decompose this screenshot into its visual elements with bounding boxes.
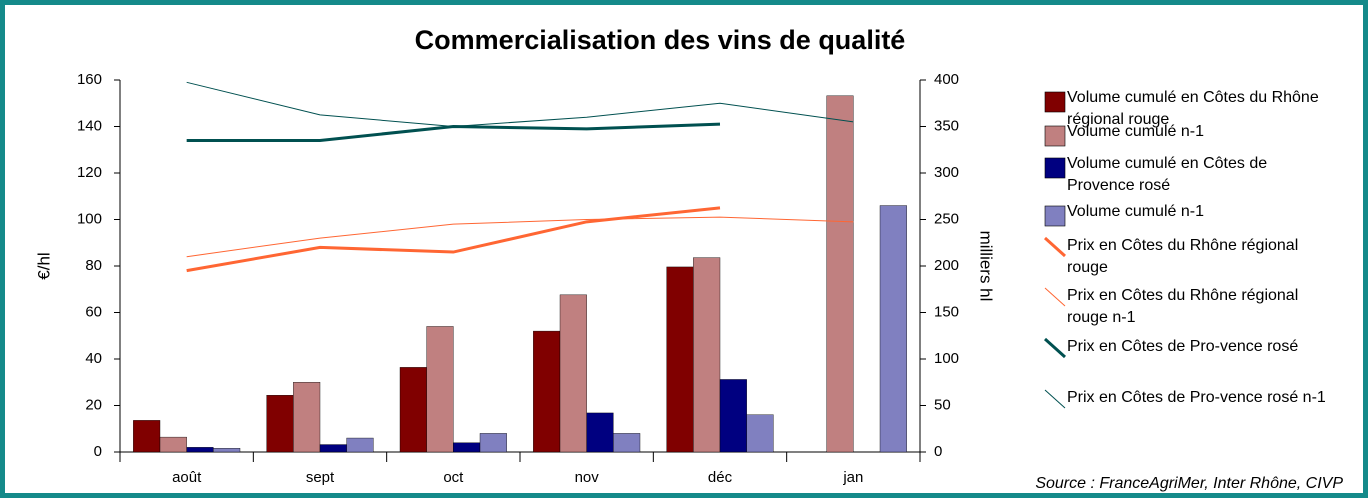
bar bbox=[293, 382, 321, 453]
legend-swatch bbox=[1044, 287, 1066, 307]
y2-tick-label: 200 bbox=[934, 257, 959, 274]
y2-tick-label: 300 bbox=[934, 164, 959, 181]
y2-tick-label: 150 bbox=[934, 303, 959, 320]
bar bbox=[746, 414, 774, 453]
y-tick-label: 0 bbox=[94, 443, 102, 460]
y2-tick-label: 350 bbox=[934, 117, 959, 134]
y-tick-label: 20 bbox=[85, 396, 102, 413]
y-tick-label: 140 bbox=[77, 117, 102, 134]
legend-swatch bbox=[1044, 205, 1066, 227]
y2-tick-label: 250 bbox=[934, 210, 959, 227]
bar bbox=[559, 294, 587, 453]
chart-title: Commercialisation des vins de qualité bbox=[415, 25, 906, 55]
x-tick-label: sept bbox=[306, 469, 335, 486]
y-tick-label: 60 bbox=[85, 303, 102, 320]
legend-entry: Volume cumulé en Côtes de Provence rosé bbox=[1067, 155, 1268, 194]
y-tick-label: 40 bbox=[85, 350, 102, 367]
y2-tick-label: 100 bbox=[934, 350, 959, 367]
legend-entry: Prix en Côtes de Pro-vence rosé bbox=[1067, 338, 1299, 355]
bar bbox=[186, 447, 214, 453]
bar bbox=[533, 330, 561, 453]
bar bbox=[319, 444, 347, 453]
legend-swatch bbox=[1043, 337, 1067, 359]
y-tick-label: 100 bbox=[77, 210, 102, 227]
y-tick-label: 120 bbox=[77, 164, 102, 181]
legend-entry: Volume cumulé n-1 bbox=[1067, 123, 1204, 140]
legend-swatch bbox=[1043, 236, 1067, 258]
bar bbox=[586, 412, 614, 453]
bar bbox=[266, 395, 294, 453]
x-tick-label: nov bbox=[575, 469, 600, 486]
legend-swatch bbox=[1044, 125, 1066, 147]
legend-swatch bbox=[1044, 389, 1066, 409]
legend-entry: Prix en Côtes du Rhône régional rouge n-… bbox=[1067, 287, 1299, 326]
source: Source : FranceAgriMer, Inter Rhône, CIV… bbox=[1035, 475, 1343, 492]
legend-swatch bbox=[1044, 91, 1066, 113]
bar bbox=[826, 95, 854, 453]
bar bbox=[879, 205, 907, 453]
legend-entry: Prix en Côtes de Pro-vence rosé n-1 bbox=[1067, 389, 1326, 406]
bar bbox=[213, 448, 241, 453]
x-tick-label: oct bbox=[443, 469, 464, 486]
y-tick-label: 160 bbox=[77, 71, 102, 88]
bar bbox=[666, 266, 694, 453]
line bbox=[186, 216, 854, 258]
x-tick-label: déc bbox=[708, 469, 733, 486]
legend-swatch bbox=[1044, 157, 1066, 179]
legend-entry: Prix en Côtes du Rhône régional rouge bbox=[1067, 237, 1299, 276]
bar bbox=[133, 420, 161, 453]
bar bbox=[479, 433, 507, 453]
y-axis-label: €/hl bbox=[34, 252, 53, 279]
bar bbox=[613, 433, 641, 453]
bar bbox=[159, 436, 187, 453]
y-tick-label: 80 bbox=[85, 257, 102, 274]
line bbox=[186, 206, 721, 273]
x-tick-label: août bbox=[172, 469, 202, 486]
bar bbox=[693, 257, 721, 453]
bar bbox=[346, 437, 374, 453]
line bbox=[186, 81, 854, 128]
y2-tick-label: 0 bbox=[934, 443, 942, 460]
legend-entry: Volume cumulé en Côtes du Rhône régional… bbox=[1067, 89, 1319, 128]
bar bbox=[426, 326, 454, 453]
legend-entry: Volume cumulé n-1 bbox=[1067, 203, 1204, 220]
y2-tick-label: 400 bbox=[934, 71, 959, 88]
y2-axis-label: milliers hl bbox=[977, 231, 996, 302]
bar bbox=[453, 442, 481, 453]
bar bbox=[399, 367, 427, 453]
bar bbox=[719, 379, 747, 453]
y2-tick-label: 50 bbox=[934, 396, 951, 413]
x-tick-label: jan bbox=[842, 469, 863, 486]
